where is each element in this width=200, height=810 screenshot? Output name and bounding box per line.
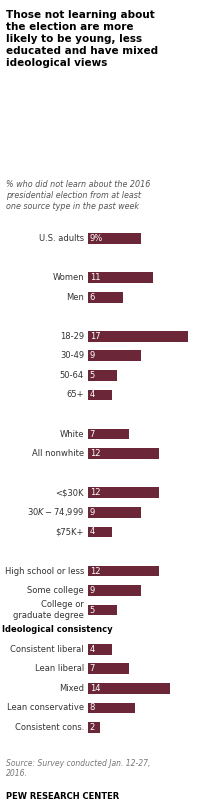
Text: 5: 5 [90,371,95,380]
Bar [88,390,112,400]
Text: 12: 12 [90,488,100,497]
Bar [88,448,159,459]
Bar [88,565,159,577]
Bar [88,370,117,381]
Text: 4: 4 [90,527,95,536]
Text: Consistent liberal: Consistent liberal [10,645,84,654]
Bar [88,428,129,440]
Text: $30K-$74,999: $30K-$74,999 [27,506,84,518]
Text: Lean liberal: Lean liberal [35,664,84,673]
Bar [88,526,112,537]
Text: 12: 12 [90,566,100,575]
Text: 17: 17 [90,332,100,341]
Text: % who did not learn about the 2016
presidential election from at least
one sourc: % who did not learn about the 2016 presi… [6,180,150,211]
Bar [88,644,112,654]
Text: 7: 7 [90,664,95,673]
Text: 11: 11 [90,273,100,282]
Text: 2: 2 [90,723,95,732]
Bar [88,233,141,244]
Text: Source: Survey conducted Jan. 12-27,
2016.: Source: Survey conducted Jan. 12-27, 201… [6,759,150,778]
Text: Some college: Some college [27,586,84,595]
Text: Men: Men [66,292,84,301]
Text: All nonwhite: All nonwhite [32,450,84,458]
Text: 4: 4 [90,645,95,654]
Bar [88,292,123,303]
Text: U.S. adults: U.S. adults [39,234,84,243]
Text: 5: 5 [90,606,95,615]
Bar [88,683,170,693]
Text: 18-29: 18-29 [60,332,84,341]
Bar [88,663,129,674]
Text: 8: 8 [90,703,95,713]
Text: 14: 14 [90,684,100,693]
Text: 7: 7 [90,429,95,438]
Bar [88,351,141,361]
Text: Women: Women [52,273,84,282]
Text: 12: 12 [90,450,100,458]
Text: 9: 9 [90,508,95,517]
Text: Consistent cons.: Consistent cons. [15,723,84,732]
Text: PEW RESEARCH CENTER: PEW RESEARCH CENTER [6,792,119,801]
Text: Ideological consistency: Ideological consistency [2,625,113,634]
Text: Those not learning about
the election are more
likely to be young, less
educated: Those not learning about the election ar… [6,10,158,68]
Bar [88,507,141,518]
Text: 9: 9 [90,352,95,360]
Bar [88,272,153,283]
Text: <$30K: <$30K [56,488,84,497]
Text: 65+: 65+ [66,390,84,399]
Bar [88,331,188,342]
Text: 30-49: 30-49 [60,352,84,360]
Bar [88,722,100,733]
Text: 9%: 9% [90,234,103,243]
Bar [88,488,159,498]
Text: White: White [60,429,84,438]
Text: 9: 9 [90,586,95,595]
Bar [88,605,117,616]
Bar [88,585,141,596]
Text: Lean conservative: Lean conservative [7,703,84,713]
Bar [88,702,135,714]
Text: 50-64: 50-64 [60,371,84,380]
Text: College or
graduate degree: College or graduate degree [13,600,84,620]
Text: 6: 6 [90,292,95,301]
Text: $75K+: $75K+ [56,527,84,536]
Text: High school or less: High school or less [5,566,84,575]
Text: Mixed: Mixed [59,684,84,693]
Text: 4: 4 [90,390,95,399]
